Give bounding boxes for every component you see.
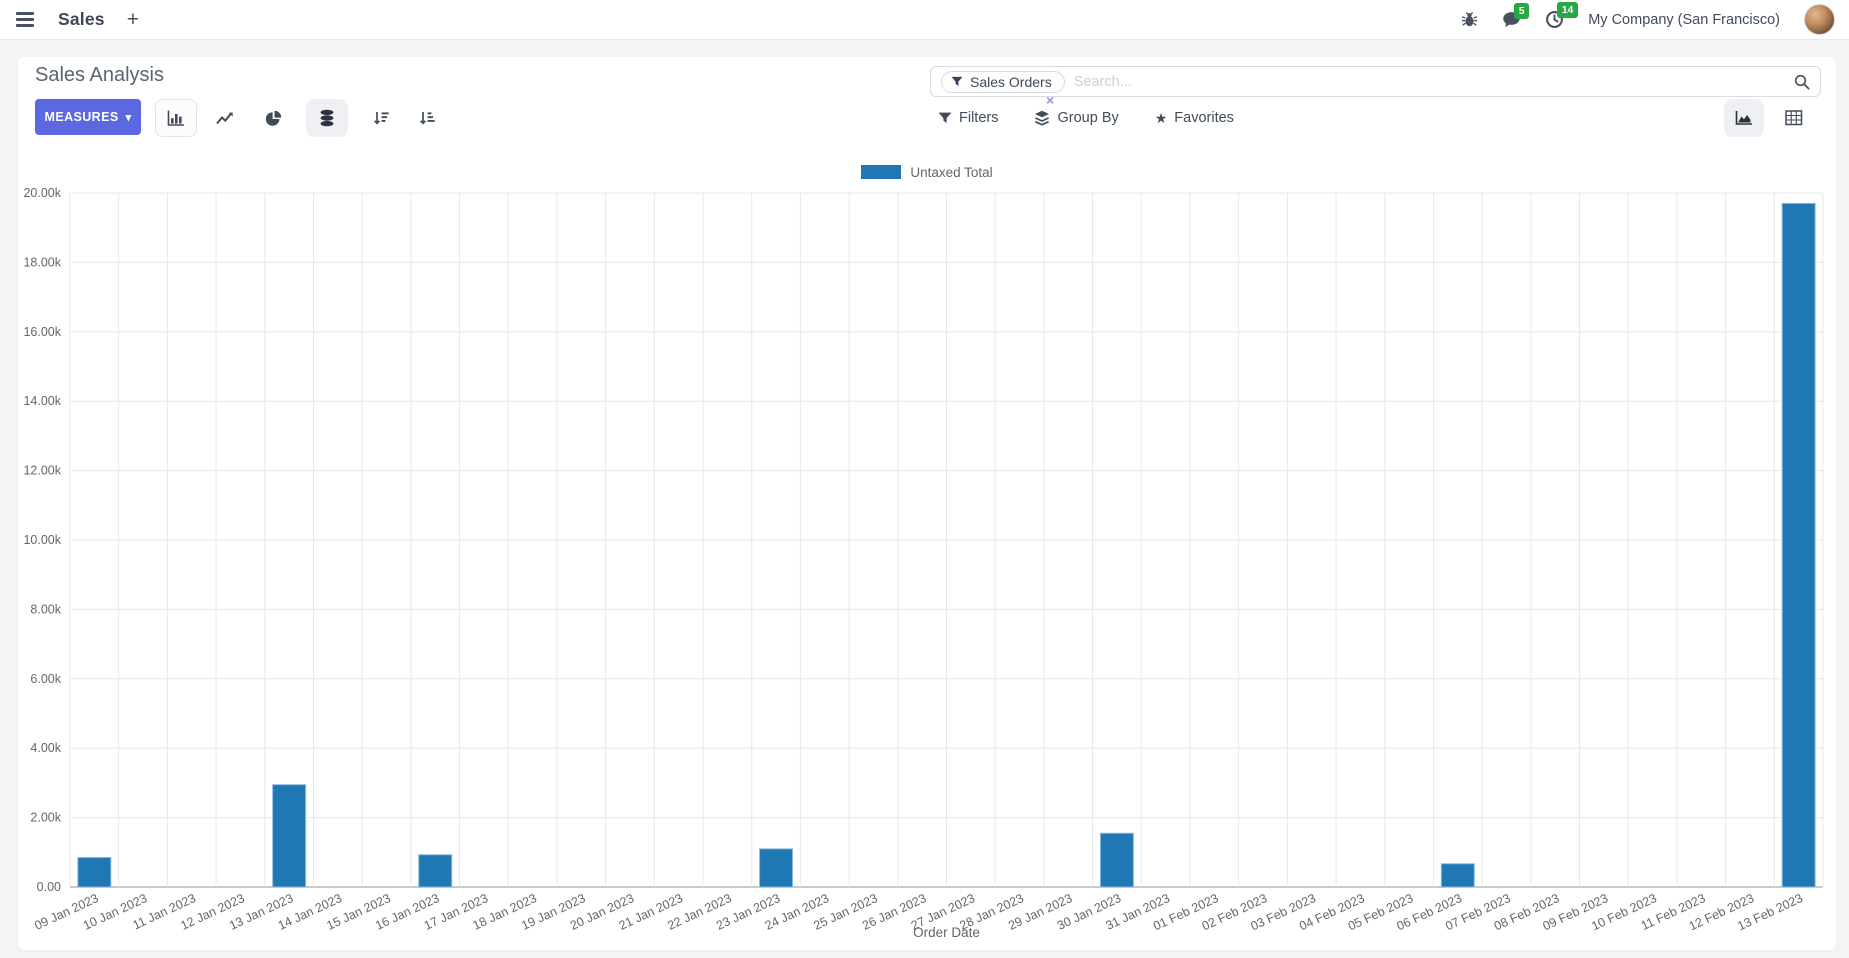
- measures-button[interactable]: MEASURES ▾: [35, 99, 141, 135]
- messages-count-badge: 5: [1514, 3, 1530, 19]
- filter-facet-icon: [951, 76, 963, 86]
- measures-label: MEASURES: [44, 110, 119, 124]
- group-by-label: Group By: [1057, 110, 1119, 126]
- facet-remove-icon[interactable]: ×: [1046, 92, 1055, 108]
- y-tick-label: 10.00k: [23, 533, 61, 547]
- top-navbar: Sales + 5 14: [0, 0, 1849, 40]
- y-tick-label: 18.00k: [23, 255, 61, 269]
- page-title: Sales Analysis: [35, 64, 164, 86]
- filters-label: Filters: [959, 110, 999, 126]
- chart-bar[interactable]: [759, 848, 794, 888]
- y-tick-label: 2.00k: [30, 811, 61, 825]
- chart-bar[interactable]: [1781, 202, 1816, 888]
- layers-icon: [1035, 110, 1050, 126]
- chart-bar[interactable]: [1099, 832, 1134, 888]
- y-tick-label: 14.00k: [23, 394, 61, 408]
- debug-bug-icon[interactable]: [1461, 11, 1478, 28]
- favorites-button[interactable]: ★ Favorites: [1155, 110, 1234, 126]
- y-tick-label: 12.00k: [23, 464, 61, 478]
- chart-bar[interactable]: [1440, 863, 1475, 888]
- user-avatar[interactable]: [1804, 4, 1835, 35]
- bar-chart-svg: 0.00 2.00k 4.00k 6.00k 8.00k 10.00k 12.00k 14.0…: [23, 186, 1824, 940]
- activities-clock-icon[interactable]: 14: [1545, 2, 1578, 29]
- sales-analysis-bar-chart: 0.00 2.00k 4.00k 6.00k 8.00k 10.00k 12.00k 14.0…: [18, 183, 1830, 945]
- filter-icon: [938, 112, 952, 123]
- messages-icon[interactable]: 5: [1502, 3, 1530, 28]
- area-chart-icon: [1735, 111, 1752, 125]
- pie-chart-icon: [265, 110, 281, 126]
- chevron-down-icon: ▾: [125, 111, 132, 124]
- sort-ascending-button[interactable]: [406, 99, 448, 137]
- apps-menu-icon[interactable]: [14, 10, 36, 29]
- y-tick-label: 4.00k: [30, 741, 61, 755]
- search-icon[interactable]: [1794, 74, 1810, 90]
- pivot-view-button[interactable]: [1774, 99, 1814, 137]
- chart-bar[interactable]: [418, 854, 453, 888]
- sort-descending-button[interactable]: [360, 99, 402, 137]
- facet-label: Sales Orders: [970, 73, 1052, 90]
- line-chart-icon: [216, 112, 233, 125]
- chart-bar[interactable]: [272, 784, 307, 888]
- chart-bar[interactable]: [77, 857, 112, 888]
- y-tick-label: 20.00k: [23, 186, 61, 200]
- favorites-label: Favorites: [1174, 110, 1234, 126]
- y-tick-label: 8.00k: [30, 602, 61, 616]
- group-by-button[interactable]: Group By: [1034, 110, 1119, 126]
- search-facet-sales-orders[interactable]: Sales Orders: [941, 70, 1065, 93]
- x-axis-title: Order Date: [913, 925, 980, 940]
- company-switcher[interactable]: My Company (San Francisco): [1588, 11, 1780, 28]
- stacked-toggle-button[interactable]: [306, 99, 348, 137]
- app-name[interactable]: Sales: [58, 9, 105, 29]
- bar-chart-icon: [167, 110, 184, 126]
- sort-descending-icon: [373, 112, 389, 125]
- sort-ascending-icon: [419, 112, 435, 125]
- bar-chart-mode-button[interactable]: [155, 99, 197, 137]
- graph-view-button[interactable]: [1724, 99, 1764, 137]
- chart-legend[interactable]: Untaxed Total: [18, 163, 1836, 181]
- pie-chart-mode-button[interactable]: [252, 99, 294, 137]
- main-content-card: Sales Analysis Sales Orders × MEASURES ▾: [18, 57, 1836, 950]
- new-tab-icon[interactable]: +: [126, 8, 139, 31]
- legend-swatch: [861, 165, 902, 179]
- line-chart-mode-button[interactable]: [204, 99, 246, 137]
- stacked-database-icon: [320, 109, 334, 127]
- search-input[interactable]: [1073, 73, 1785, 90]
- star-icon: ★: [1154, 110, 1168, 126]
- filters-button[interactable]: Filters: [938, 110, 998, 126]
- legend-label: Untaxed Total: [910, 164, 993, 180]
- y-tick-label: 0.00: [37, 880, 61, 894]
- search-options-bar: Filters Group By ★ Favorites: [938, 99, 1234, 137]
- y-tick-label: 6.00k: [30, 672, 61, 686]
- y-tick-label: 16.00k: [23, 325, 61, 339]
- activities-count-badge: 14: [1557, 2, 1578, 18]
- pivot-table-icon: [1785, 110, 1803, 126]
- search-bar[interactable]: Sales Orders: [930, 66, 1821, 97]
